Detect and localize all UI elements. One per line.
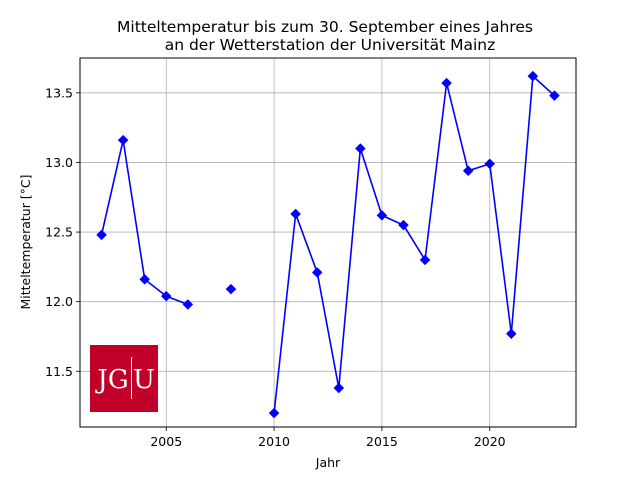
y-axis-ticks: 11.5 12.0 12.5 13.0 13.5 bbox=[45, 85, 80, 379]
data-point bbox=[376, 209, 388, 221]
x-axis-ticks: 2005 2010 2015 2020 bbox=[150, 427, 506, 449]
y-tick-label: 12.5 bbox=[45, 225, 73, 240]
data-point bbox=[419, 254, 431, 266]
data-point bbox=[527, 70, 539, 82]
data-point bbox=[139, 274, 151, 285]
data-point bbox=[549, 90, 560, 101]
data-point bbox=[225, 283, 237, 295]
jgu-logo-text-right: U bbox=[133, 365, 155, 395]
data-point bbox=[311, 267, 323, 278]
jgu-logo-text-left: JG bbox=[94, 365, 128, 395]
y-tick-label: 13.5 bbox=[45, 85, 73, 100]
data-point bbox=[268, 407, 280, 419]
y-axis-label: Mitteltemperatur [°C] bbox=[18, 174, 33, 309]
x-axis-label: Jahr bbox=[315, 455, 341, 470]
y-tick-label: 11.5 bbox=[45, 364, 73, 379]
data-series bbox=[96, 70, 560, 419]
series-line-segment bbox=[273, 75, 555, 414]
x-tick-label: 2020 bbox=[474, 434, 506, 449]
grid bbox=[80, 58, 576, 427]
y-tick-label: 12.0 bbox=[45, 294, 73, 309]
data-point bbox=[182, 299, 194, 310]
data-point bbox=[484, 158, 496, 170]
data-point bbox=[354, 143, 366, 154]
data-point bbox=[441, 77, 452, 89]
x-tick-label: 2010 bbox=[258, 434, 290, 449]
y-tick-label: 13.0 bbox=[45, 155, 73, 170]
data-point bbox=[117, 134, 129, 146]
jgu-logo-background bbox=[90, 345, 158, 412]
chart-title-line1: Mitteltemperatur bis zum 30. September e… bbox=[117, 18, 533, 36]
data-point bbox=[160, 290, 172, 302]
jgu-logo: JG U bbox=[90, 345, 158, 412]
data-point bbox=[462, 165, 474, 177]
data-point bbox=[290, 208, 302, 220]
plot-frame bbox=[79, 57, 577, 428]
data-point bbox=[398, 219, 409, 231]
data-point bbox=[96, 229, 107, 241]
chart-title-line2: an der Wetterstation der Universität Mai… bbox=[165, 36, 496, 54]
x-tick-label: 2015 bbox=[366, 434, 398, 449]
data-point bbox=[505, 328, 517, 340]
x-tick-label: 2005 bbox=[150, 434, 182, 449]
data-point bbox=[333, 382, 345, 394]
